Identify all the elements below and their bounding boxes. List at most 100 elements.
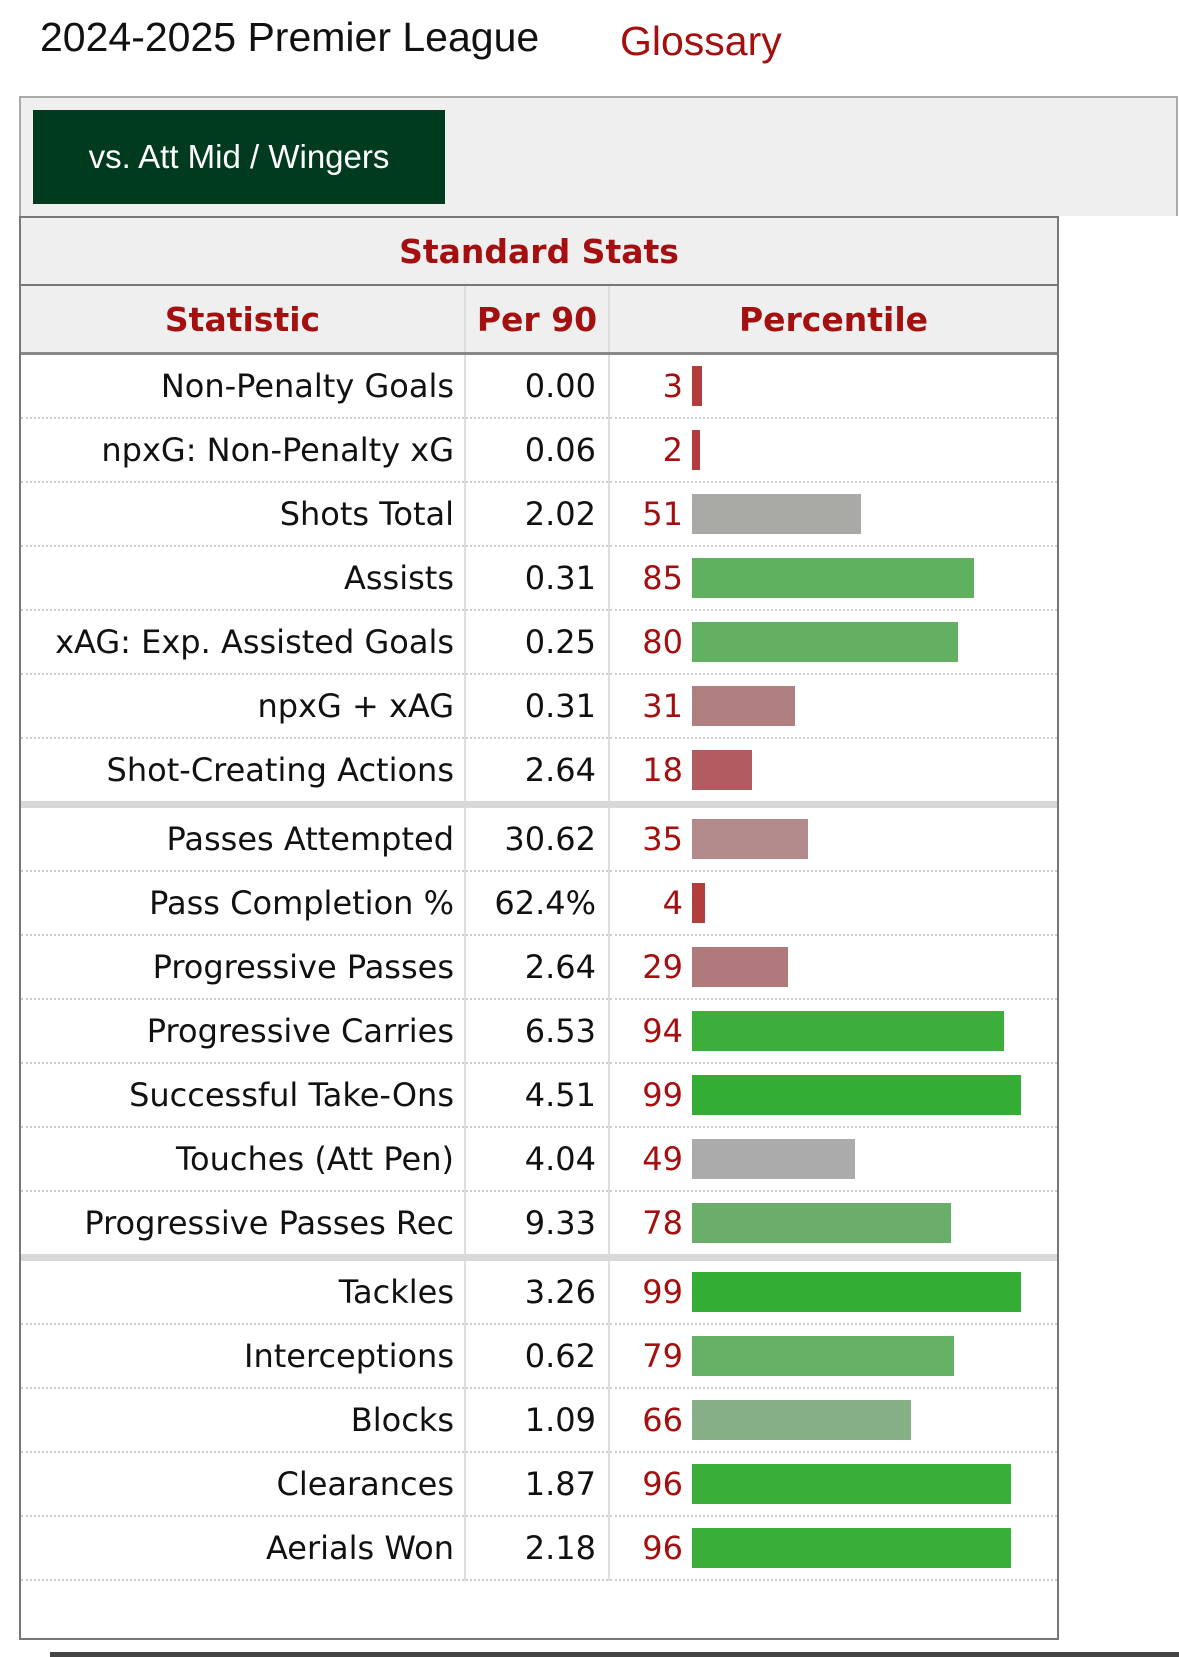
percentile-value: 94 [642, 1012, 683, 1050]
percentile-value: 78 [642, 1204, 683, 1242]
percentile-value: 79 [642, 1337, 683, 1375]
column-header-percentile: Percentile [608, 285, 1057, 355]
percentile-value: 18 [642, 751, 683, 789]
percentile-bar [692, 819, 808, 859]
per90-value: 1.87 [464, 1452, 609, 1517]
per90-value: 9.33 [464, 1191, 609, 1261]
percentile-cell: 96 [608, 1452, 1057, 1517]
per90-value: 1.09 [464, 1388, 609, 1453]
stat-name: Assists [21, 546, 465, 611]
percentile-cell: 35 [608, 804, 1057, 872]
percentile-cell: 79 [608, 1324, 1057, 1389]
table-row: Passes Attempted 30.62 35 [21, 804, 1057, 872]
percentile-bar [692, 1139, 855, 1179]
stat-name: Touches (Att Pen) [21, 1127, 465, 1192]
page-header: 2024-2025 Premier League Glossary [0, 0, 1179, 90]
table-row: Touches (Att Pen) 4.04 49 [21, 1127, 1057, 1192]
table-row: Aerials Won 2.18 96 [21, 1516, 1057, 1581]
percentile-bar [692, 750, 752, 790]
percentile-bar [692, 366, 702, 406]
table-row: Pass Completion % 62.4% 4 [21, 871, 1057, 936]
table-row: Successful Take-Ons 4.51 99 [21, 1063, 1057, 1128]
table-row: Shots Total 2.02 51 [21, 482, 1057, 547]
percentile-cell: 29 [608, 935, 1057, 1000]
per90-value: 62.4% [464, 871, 609, 936]
table-row: Progressive Passes 2.64 29 [21, 935, 1057, 1000]
stat-name: Shot-Creating Actions [21, 738, 465, 808]
percentile-bar [692, 494, 861, 534]
table-row: npxG + xAG 0.31 31 [21, 674, 1057, 739]
per90-value: 2.64 [464, 935, 609, 1000]
percentile-value: 29 [642, 948, 683, 986]
stat-name: npxG + xAG [21, 674, 465, 739]
stat-name: npxG: Non-Penalty xG [21, 418, 465, 483]
stat-name: Aerials Won [21, 1516, 465, 1581]
stat-name: Interceptions [21, 1324, 465, 1389]
percentile-value: 96 [642, 1465, 683, 1503]
table-row: npxG: Non-Penalty xG 0.06 2 [21, 418, 1057, 483]
per90-value: 2.64 [464, 738, 609, 808]
stat-name: Blocks [21, 1388, 465, 1453]
percentile-bar [692, 1464, 1011, 1504]
percentile-cell: 80 [608, 610, 1057, 675]
percentile-cell: 66 [608, 1388, 1057, 1453]
tab-att-mid-wingers[interactable]: vs. Att Mid / Wingers [33, 110, 445, 204]
per90-value: 0.31 [464, 674, 609, 739]
percentile-cell: 2 [608, 418, 1057, 483]
stat-name: Pass Completion % [21, 871, 465, 936]
table-row: Shot-Creating Actions 2.64 18 [21, 738, 1057, 808]
percentile-bar [692, 1528, 1011, 1568]
page-title: 2024-2025 Premier League [40, 14, 540, 60]
table-row: Progressive Passes Rec 9.33 78 [21, 1191, 1057, 1261]
per90-value: 0.06 [464, 418, 609, 483]
stats-body: Non-Penalty Goals 0.00 3 npxG: Non-Penalty … [21, 353, 1057, 1581]
table-row: Tackles 3.26 99 [21, 1257, 1057, 1325]
per90-value: 3.26 [464, 1257, 609, 1325]
table-row: xAG: Exp. Assisted Goals 0.25 80 [21, 610, 1057, 675]
percentile-value: 80 [642, 623, 683, 661]
per90-value: 2.02 [464, 482, 609, 547]
percentile-bar [692, 1075, 1021, 1115]
per90-value: 30.62 [464, 804, 609, 872]
per90-value: 4.04 [464, 1127, 609, 1192]
per90-value: 2.18 [464, 1516, 609, 1581]
percentile-cell: 85 [608, 546, 1057, 611]
percentile-value: 2 [662, 431, 683, 469]
per90-value: 0.25 [464, 610, 609, 675]
stat-name: Progressive Carries [21, 999, 465, 1064]
table-row: Clearances 1.87 96 [21, 1452, 1057, 1517]
standard-stats-table: Standard Stats Statistic Per 90 Percenti… [21, 218, 1057, 1581]
per90-value: 6.53 [464, 999, 609, 1064]
percentile-bar [692, 1400, 911, 1440]
percentile-cell: 3 [608, 353, 1057, 419]
percentile-value: 99 [642, 1273, 683, 1311]
stat-name: Passes Attempted [21, 804, 465, 872]
percentile-bar [692, 558, 974, 598]
percentile-value: 99 [642, 1076, 683, 1114]
percentile-cell: 4 [608, 871, 1057, 936]
per90-value: 4.51 [464, 1063, 609, 1128]
table-row: Progressive Carries 6.53 94 [21, 999, 1057, 1064]
per90-value: 0.00 [464, 353, 609, 419]
column-header-statistic: Statistic [21, 285, 465, 355]
glossary-link[interactable]: Glossary [620, 18, 782, 64]
stat-name: Non-Penalty Goals [21, 353, 465, 419]
percentile-value: 49 [642, 1140, 683, 1178]
percentile-bar [692, 1011, 1004, 1051]
per90-value: 0.31 [464, 546, 609, 611]
table-row: Blocks 1.09 66 [21, 1388, 1057, 1453]
percentile-cell: 49 [608, 1127, 1057, 1192]
percentile-bar [692, 622, 958, 662]
stat-name: Clearances [21, 1452, 465, 1517]
table-row: Interceptions 0.62 79 [21, 1324, 1057, 1389]
percentile-value: 31 [642, 687, 683, 725]
percentile-bar [692, 1203, 951, 1243]
percentile-bar [692, 947, 788, 987]
percentile-value: 96 [642, 1529, 683, 1567]
stat-name: Successful Take-Ons [21, 1063, 465, 1128]
percentile-cell: 18 [608, 738, 1057, 808]
footer-divider [50, 1652, 1179, 1657]
percentile-cell: 51 [608, 482, 1057, 547]
percentile-bar [692, 430, 700, 470]
percentile-bar [692, 686, 795, 726]
